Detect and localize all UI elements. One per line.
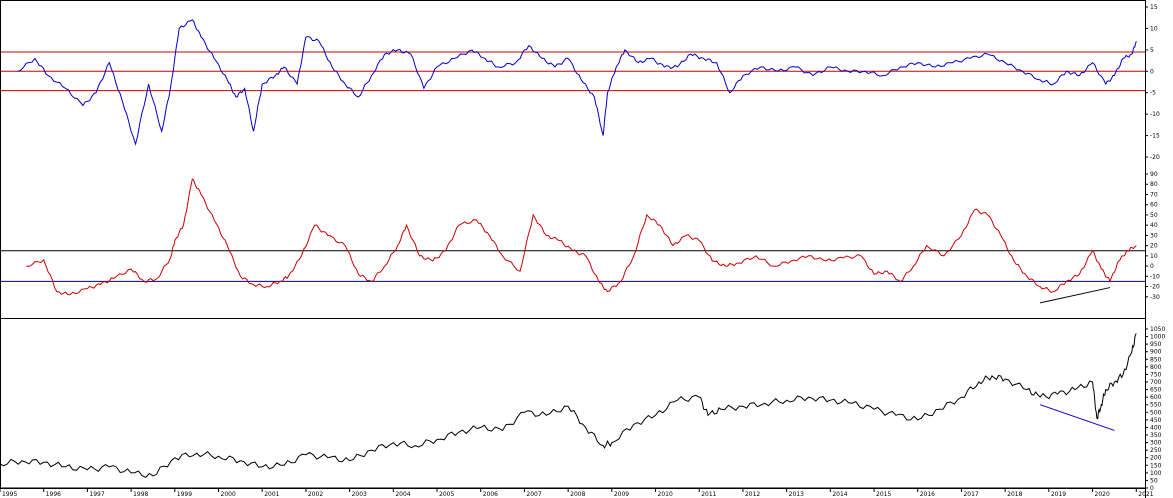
y-tick-label: -15 [1150, 133, 1160, 140]
y-tick-label: 0 [1150, 485, 1154, 492]
chart-panels [0, 19, 1145, 479]
y-tick-label: 400 [1150, 424, 1162, 431]
y-tick-label: 10 [1150, 25, 1158, 32]
y-tick-label: 700 [1150, 379, 1162, 386]
x-tick-label: 2018 [1007, 491, 1022, 498]
x-tick-label: 2017 [963, 491, 978, 498]
x-tick-label: 2004 [395, 491, 410, 498]
y-tick-label: 20 [1150, 243, 1158, 250]
x-tick-label: 2021 [1138, 491, 1153, 498]
y-tick-label: 800 [1150, 364, 1162, 371]
x-tick-label: 2008 [570, 491, 585, 498]
y-tick-label: 600 [1150, 394, 1162, 401]
y-tick-label: 200 [1150, 455, 1162, 462]
x-tick-label: 2000 [221, 491, 236, 498]
x-tick-label: 2013 [789, 491, 804, 498]
x-tick-label: 2003 [352, 491, 367, 498]
y-tick-label: 450 [1150, 417, 1162, 424]
y-tick-label: 100 [1150, 470, 1162, 477]
y-tick-label: 850 [1150, 356, 1162, 363]
trendline [1039, 404, 1115, 431]
y-tick-label: 30 [1150, 232, 1158, 239]
x-tick-label: 1996 [46, 491, 61, 498]
y-tick-label: 70 [1150, 191, 1158, 198]
y-tick-label: 1050 [1150, 326, 1165, 333]
y-tick-label: 10 [1150, 253, 1158, 260]
x-tick-label: 1995 [2, 491, 17, 498]
y-tick-label: 500 [1150, 409, 1162, 416]
series-line [0, 333, 1137, 479]
y-tick-label: 750 [1150, 371, 1162, 378]
y-tick-label: -20 [1150, 284, 1160, 291]
y-tick-label: 300 [1150, 440, 1162, 447]
x-tick-label: 2020 [1095, 491, 1110, 498]
x-tick-label: 2007 [526, 491, 541, 498]
y-tick-label: 550 [1150, 402, 1162, 409]
y-tick-label: 50 [1150, 477, 1158, 484]
y-tick-label: 0 [1150, 68, 1154, 75]
y-tick-label: 150 [1150, 462, 1162, 469]
y-tick-label: 90 [1150, 171, 1158, 178]
series-line [26, 178, 1137, 296]
y-tick-label: -10 [1150, 111, 1160, 118]
x-tick-label: 1997 [89, 491, 104, 498]
x-tick-label: 2014 [832, 491, 847, 498]
y-tick-label: 60 [1150, 202, 1158, 209]
x-tick-label: 1999 [177, 491, 192, 498]
x-tick-label: 2001 [264, 491, 279, 498]
y-tick-label: 950 [1150, 341, 1162, 348]
x-tick-label: 2009 [614, 491, 629, 498]
x-tick-label: 2016 [920, 491, 935, 498]
y-tick-label: 15 [1150, 4, 1158, 11]
y-tick-label: 250 [1150, 447, 1162, 454]
y-tick-label: 5 [1150, 47, 1154, 54]
y-tick-label: -30 [1150, 294, 1160, 301]
x-tick-label: 2002 [308, 491, 323, 498]
y-tick-label: -5 [1150, 90, 1156, 97]
y-tick-label: 80 [1150, 181, 1158, 188]
y-tick-label: 350 [1150, 432, 1162, 439]
y-tick-label: 50 [1150, 212, 1158, 219]
x-tick-label: 2012 [745, 491, 760, 498]
panel-price [0, 333, 1137, 479]
x-tick-label: 2015 [876, 491, 891, 498]
x-tick-label: 2005 [439, 491, 454, 498]
panel-oscillator-top [0, 19, 1145, 146]
x-tick-label: 2006 [483, 491, 498, 498]
y-tick-label: 1000 [1150, 334, 1165, 341]
x-tick-label: 1998 [133, 491, 148, 498]
y-tick-label: 650 [1150, 387, 1162, 394]
trendline [1040, 287, 1111, 304]
series-line [17, 19, 1137, 146]
y-tick-label: 40 [1150, 222, 1158, 229]
y-tick-label: 0 [1150, 263, 1154, 270]
x-tick-label: 2011 [701, 491, 716, 498]
y-tick-label: 900 [1150, 349, 1162, 356]
x-tick-label: 2019 [1051, 491, 1066, 498]
panel-oscillator-middle [0, 178, 1145, 304]
y-tick-label: -10 [1150, 273, 1160, 280]
x-tick-label: 2010 [658, 491, 673, 498]
y-tick-label: -20 [1150, 154, 1160, 161]
